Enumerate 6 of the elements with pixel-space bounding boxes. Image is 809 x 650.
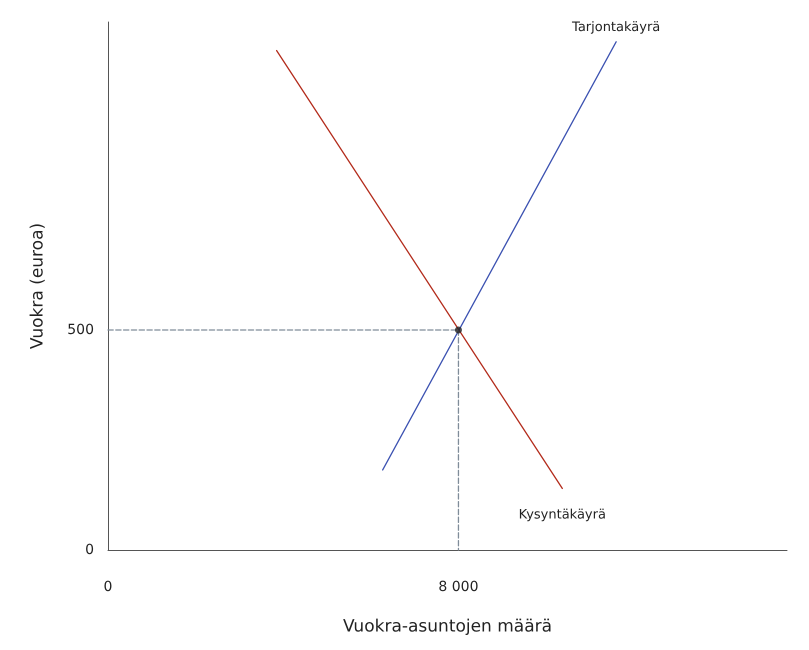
text: Kysyntäkäyrä (518, 507, 606, 522)
x-axis-title: Vuokra-asuntojen määrä (342, 616, 552, 636)
series-label: Tarjontakäyrä (571, 20, 660, 35)
y-axis-title: Vuokra (euroa) (28, 222, 48, 350)
x-tick-label: 8 000 (438, 579, 478, 595)
y-tick-label: 500 (67, 322, 94, 338)
